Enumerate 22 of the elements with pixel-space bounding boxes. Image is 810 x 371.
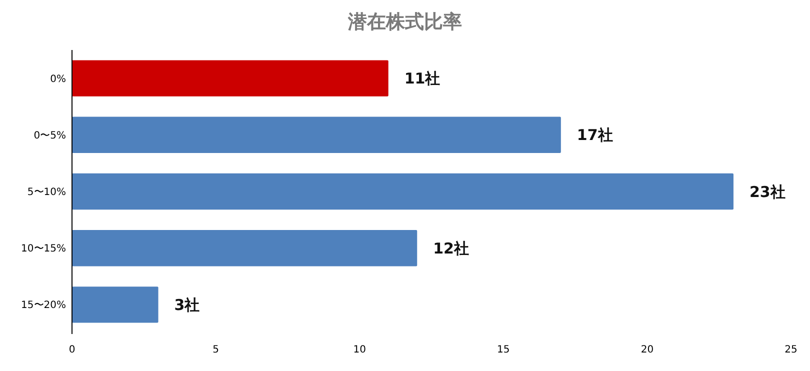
y-tick-label: 5〜10% [27,187,66,198]
y-tick-label: 15〜20% [21,300,66,312]
bar [72,173,734,210]
x-tick-label: 0 [68,344,76,356]
x-tick-label: 10 [353,344,366,356]
data-label: 3社 [174,296,200,314]
bar [72,60,388,96]
y-tick-label: 10〜15% [21,244,66,255]
data-label: 17社 [576,126,613,144]
y-tick-label: 0% [50,74,66,85]
bar [72,230,418,266]
bar [72,116,561,154]
chart-title: 潜在株式比率 [347,11,462,33]
x-tick-label: 20 [640,344,654,356]
y-tick-label: 0〜5% [34,130,66,142]
bar [72,286,158,323]
data-label: 23社 [749,182,786,201]
x-tick-label: 25 [784,344,798,356]
data-label: 12社 [433,239,469,258]
x-tick-label: 15 [497,344,510,356]
data-label: 11社 [404,70,440,88]
x-tick-label: 5 [212,344,219,356]
